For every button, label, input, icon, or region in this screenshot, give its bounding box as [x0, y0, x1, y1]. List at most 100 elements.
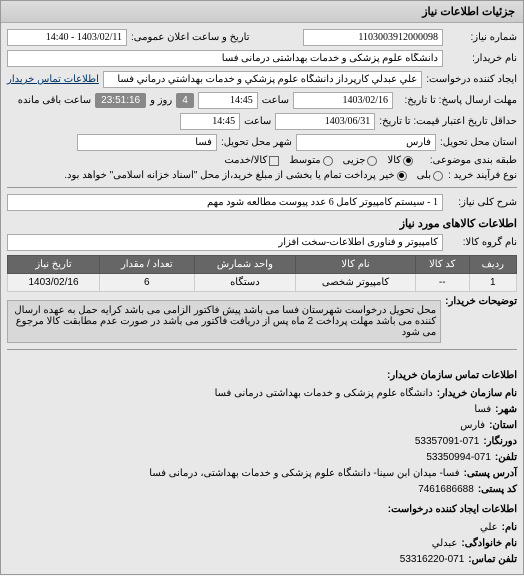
radio-all[interactable]: کالا — [387, 155, 413, 166]
cell-unit: دستگاه — [194, 274, 296, 292]
desc-input[interactable] — [7, 194, 443, 211]
time-remaining: 4 روز و 23:51:16 ساعت باقی مانده — [18, 93, 194, 108]
radio-all-label: کالا — [387, 155, 401, 166]
deadline-time-input[interactable] — [198, 92, 258, 109]
contact-province-label: استان: — [489, 418, 517, 434]
contact-city-label: شهر: — [495, 402, 517, 418]
city-input[interactable] — [77, 134, 217, 151]
form-section: شماره نیاز: تاریخ و ساعت اعلان عمومی: نا… — [1, 23, 523, 362]
contact-city: فسا — [474, 402, 491, 418]
contact-link[interactable]: اطلاعات تماس خریدار — [7, 74, 99, 85]
row-validity: حداقل تاریخ اعتبار قیمت: تا تاریخ: ساعت — [7, 113, 517, 130]
row-payment: نوع فرآیند خرید : بلی خیر پرداخت تمام یا… — [7, 170, 517, 181]
days-label: روز و — [150, 95, 172, 106]
packaging-radio-group: کالا جزیی متوسط کالا/خدمت — [224, 155, 413, 166]
payment-note: پرداخت تمام یا بخشی از مبلغ خرید،از محل … — [64, 170, 376, 181]
validity-time-input[interactable] — [180, 113, 240, 130]
radio-mid-label: متوسط — [289, 155, 320, 166]
row-desc: شرح کلی نیاز: — [7, 194, 517, 211]
radio-pay-no[interactable]: خیر — [380, 170, 407, 181]
checkbox-service-icon — [269, 156, 279, 166]
col-row: ردیف — [469, 256, 516, 274]
col-code: کد کالا — [415, 256, 469, 274]
contact-org-row: نام سازمان خریدار: دانشگاه علوم پزشکی و … — [7, 386, 517, 402]
contact-fname-label: نام: — [502, 520, 517, 536]
buyer-note-box: محل تحویل درخواست شهرستان فسا می باشد پی… — [7, 300, 441, 343]
radio-pay-yes-icon — [433, 171, 443, 181]
time-label-1: ساعت — [262, 95, 289, 106]
contact-section: اطلاعات تماس سازمان خریدار: نام سازمان خ… — [1, 362, 523, 574]
payment-radio-group: بلی خیر — [380, 170, 443, 181]
main-container: جزئیات اطلاعات نیاز شماره نیاز: تاریخ و … — [0, 0, 524, 575]
radio-all-icon — [403, 156, 413, 166]
row-packaging: طبقه بندی موضوعی: کالا جزیی متوسط کالا/خ… — [7, 155, 517, 166]
contact-fax-row: دورنگار: 53357091-071 — [7, 434, 517, 450]
table-row[interactable]: 1 -- کامپیوتر شخصی دستگاه 6 1403/02/16 — [8, 274, 517, 292]
contact-addr: فسا- میدان ابن سینا- دانشگاه علوم پزشکی … — [149, 466, 459, 482]
contact-province-row: استان: فارس — [7, 418, 517, 434]
row-location: استان محل تحویل: شهر محل تحویل: — [7, 134, 517, 151]
cell-code: -- — [415, 274, 469, 292]
row-creator: ایجاد کننده درخواست: اطلاعات تماس خریدار — [7, 71, 517, 88]
cell-row: 1 — [469, 274, 516, 292]
row-deadline: مهلت ارسال پاسخ: تا تاریخ: ساعت 4 روز و … — [7, 92, 517, 109]
cell-date: 1403/02/16 — [8, 274, 100, 292]
divider-1 — [7, 187, 517, 188]
col-name: نام کالا — [296, 256, 416, 274]
radio-mid[interactable]: متوسط — [289, 155, 332, 166]
validity-date-input[interactable] — [275, 113, 375, 130]
deadline-date-input[interactable] — [293, 92, 393, 109]
radio-pay-no-icon — [397, 171, 407, 181]
contact-city-row: شهر: فسا — [7, 402, 517, 418]
contact-ctel-label: تلفن تماس: — [468, 552, 517, 568]
col-unit: واحد شمارش — [194, 256, 296, 274]
contact-lname-label: نام خانوادگی: — [461, 536, 517, 552]
cell-name: کامپیوتر شخصی — [296, 274, 416, 292]
contact-postal: 7461686688 — [418, 482, 474, 498]
group-input[interactable] — [7, 234, 443, 251]
divider-2 — [7, 349, 517, 350]
announce-input — [7, 29, 127, 46]
contact-province: فارس — [460, 418, 485, 434]
contact-tel-label: تلفن: — [495, 450, 517, 466]
province-input[interactable] — [296, 134, 436, 151]
radio-mid-icon — [323, 156, 333, 166]
announce-label: تاریخ و ساعت اعلان عمومی: — [131, 32, 250, 43]
time-label-2: ساعت — [244, 116, 271, 127]
contact-ctel-row: تلفن تماس: 53316220-071 — [7, 552, 517, 568]
row-group: نام گروه کالا: — [7, 234, 517, 251]
contact-lname-row: نام خانوادگی: عبدلي — [7, 536, 517, 552]
contact-fax: 53357091-071 — [415, 434, 480, 450]
radio-pay-yes[interactable]: بلی — [417, 170, 443, 181]
row-request-no: شماره نیاز: تاریخ و ساعت اعلان عمومی: — [7, 29, 517, 46]
creator-input — [103, 71, 422, 88]
request-no-label: شماره نیاز: — [447, 32, 517, 43]
city-label: شهر محل تحویل: — [221, 137, 292, 148]
contact-org: دانشگاه علوم پزشکی و خدمات بهداشتی درمان… — [215, 386, 433, 402]
creator-contact-title: اطلاعات ایجاد کننده درخواست: — [7, 502, 517, 518]
contact-fax-label: دورنگار: — [483, 434, 517, 450]
request-no-input[interactable] — [303, 29, 443, 46]
checkbox-service-label: کالا/خدمت — [224, 155, 267, 166]
table-header-row: ردیف کد کالا نام کالا واحد شمارش تعداد /… — [8, 256, 517, 274]
radio-partial-icon — [367, 156, 377, 166]
contact-postal-label: کد پستی: — [478, 482, 517, 498]
radio-partial[interactable]: جزیی — [343, 155, 378, 166]
buyer-note-label: توضیحات خریدار: — [445, 296, 517, 307]
row-buyer: نام خریدار: — [7, 50, 517, 67]
days-box: 4 — [176, 93, 194, 108]
col-qty: تعداد / مقدار — [100, 256, 195, 274]
cell-qty: 6 — [100, 274, 195, 292]
creator-label: ایجاد کننده درخواست: — [426, 74, 517, 85]
buyer-input — [7, 50, 443, 67]
radio-pay-no-label: خیر — [380, 170, 395, 181]
goods-section-title: اطلاعات کالاهای مورد نیاز — [7, 217, 517, 230]
desc-label: شرح کلی نیاز: — [447, 197, 517, 208]
header-title: جزئیات اطلاعات نیاز — [1, 1, 523, 23]
deadline-label: مهلت ارسال پاسخ: تا تاریخ: — [397, 95, 517, 106]
radio-pay-yes-label: بلی — [417, 170, 431, 181]
contact-title: اطلاعات تماس سازمان خریدار: — [7, 368, 517, 384]
checkbox-service[interactable]: کالا/خدمت — [224, 155, 279, 166]
col-date: تاریخ نیاز — [8, 256, 100, 274]
buyer-note-row: توضیحات خریدار: محل تحویل درخواست شهرستا… — [7, 296, 517, 343]
